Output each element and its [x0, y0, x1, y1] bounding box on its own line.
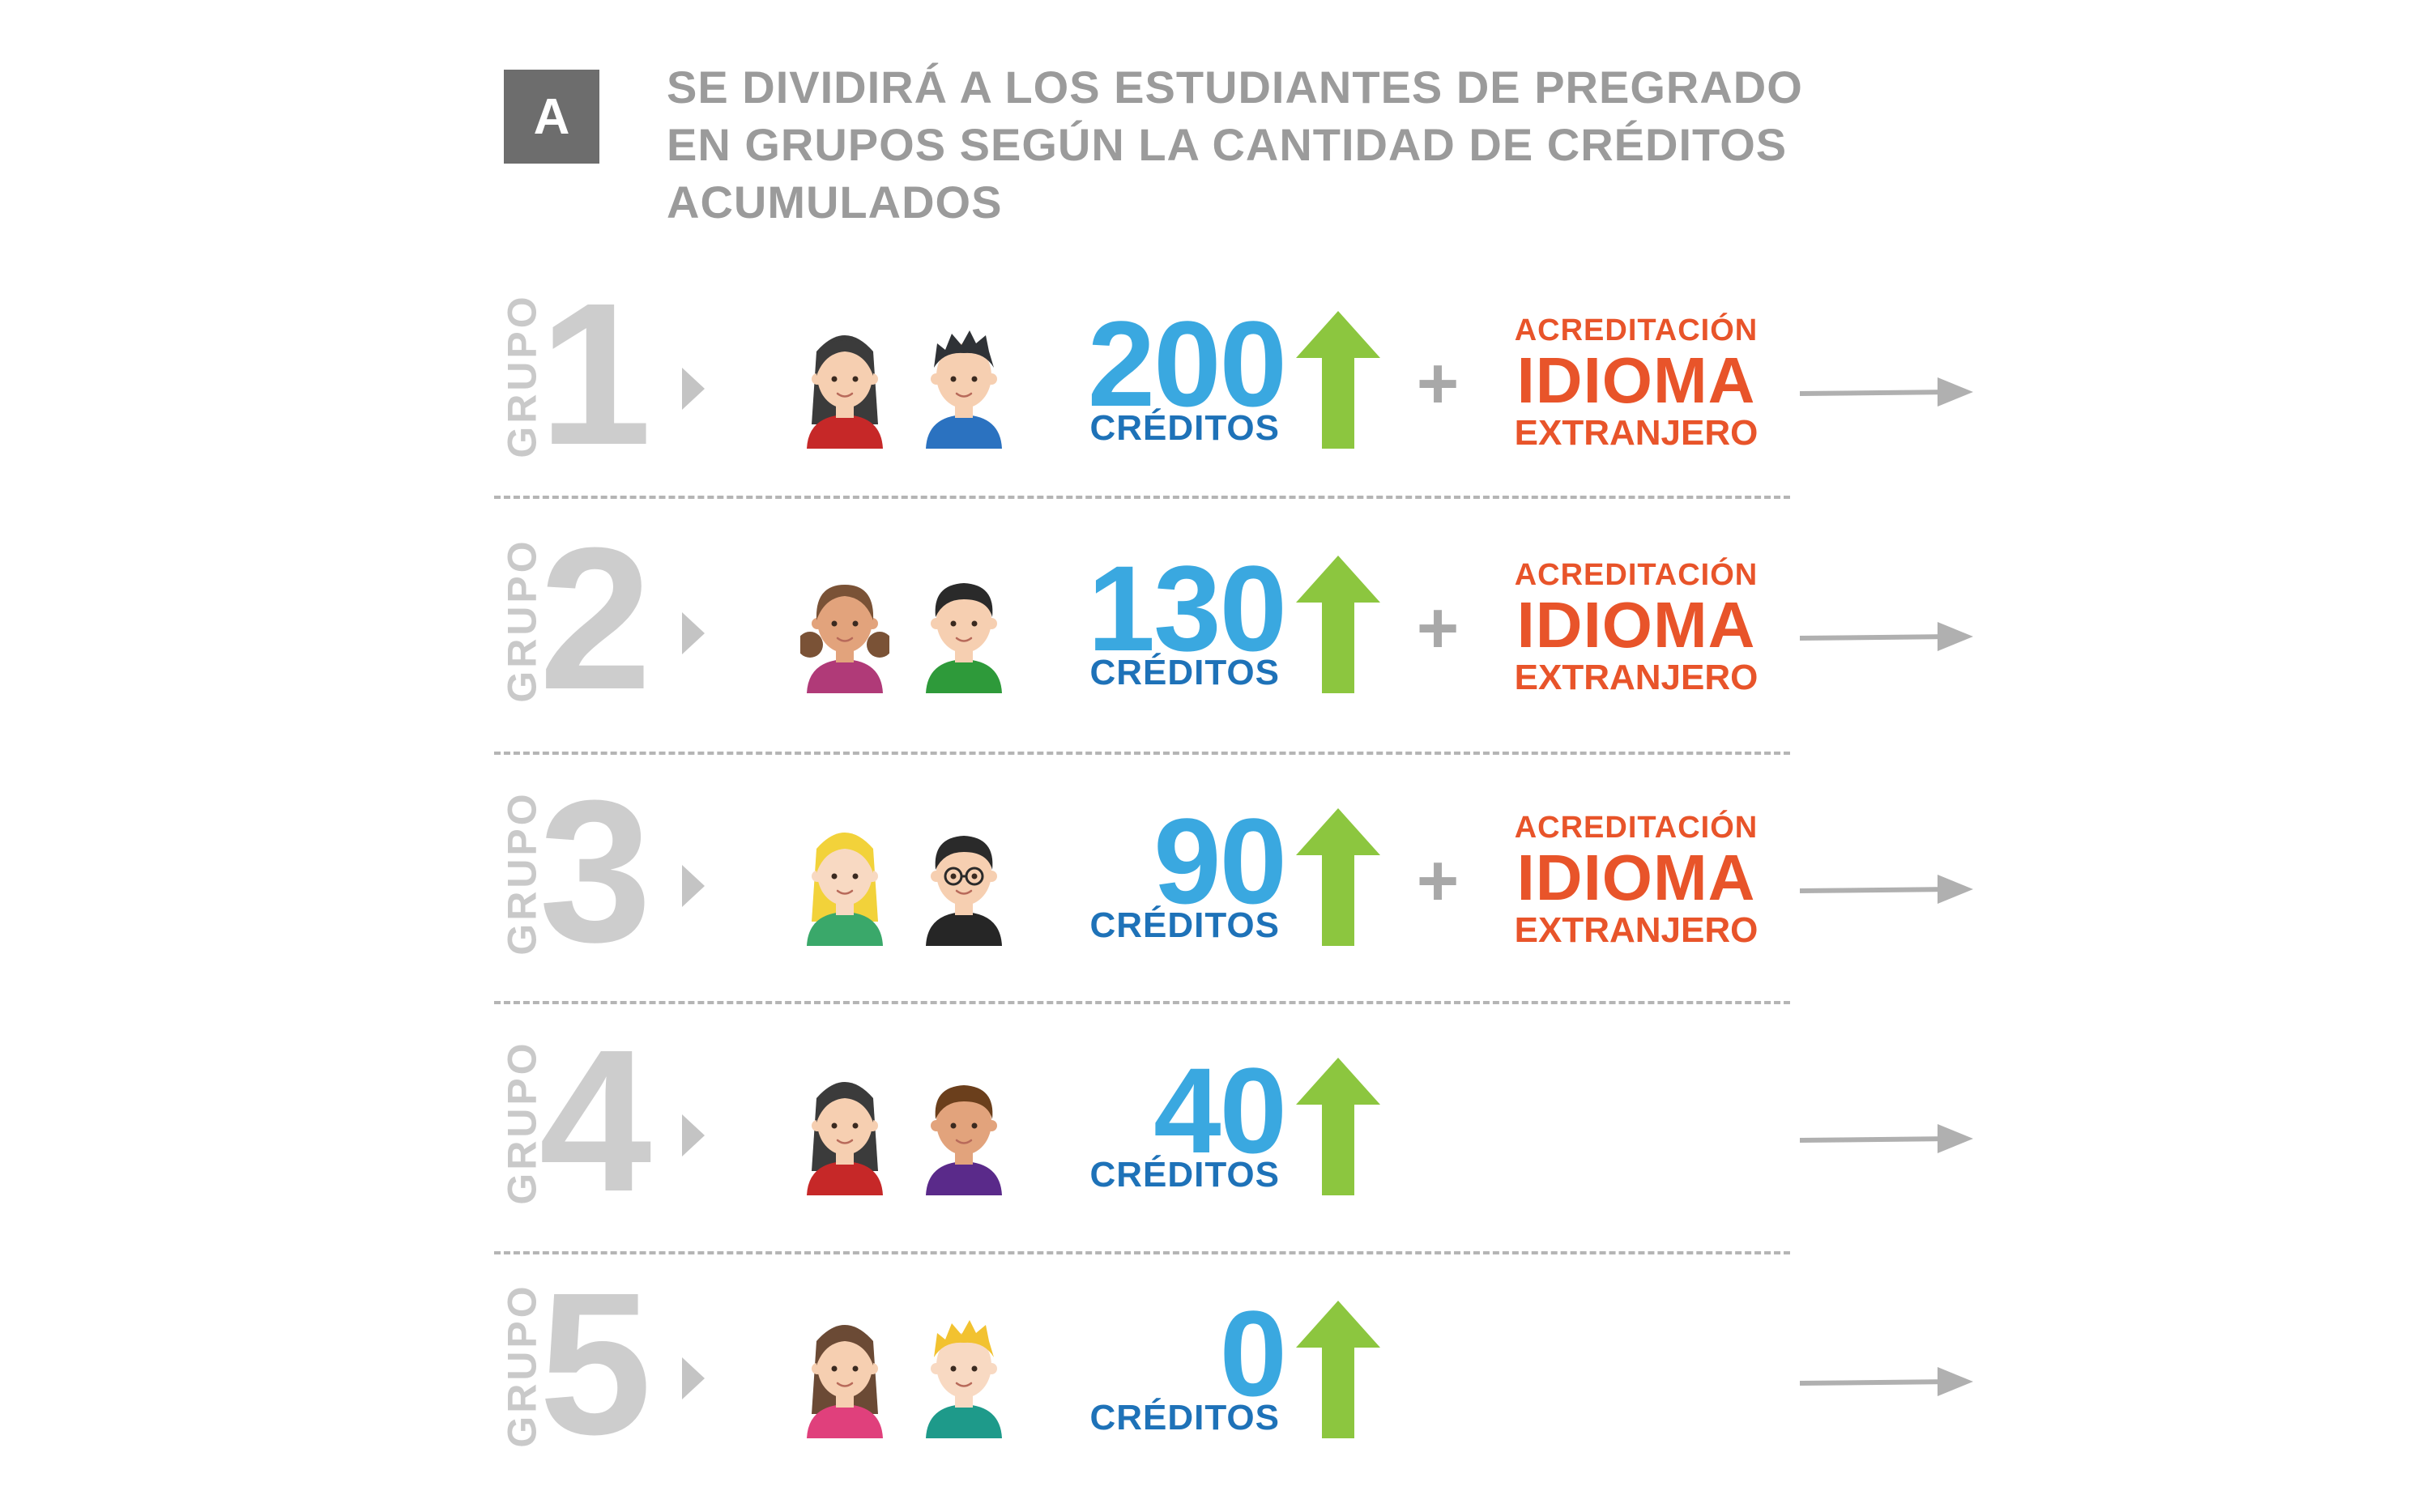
grupo-number: 2: [539, 505, 652, 731]
boy-black-hair-avatar: [919, 564, 1008, 693]
chevron-right-icon: [679, 609, 708, 658]
chevron-right-icon: [679, 364, 708, 413]
headline-line: SE DIVIDIRÁ A LOS ESTUDIANTES DE PREGRAD…: [667, 62, 1803, 113]
language-accreditation: ACREDITACIÓN IDIOMA EXTRANJERO: [1503, 810, 1770, 951]
boy-blonde-avatar: [919, 1309, 1008, 1438]
credits-label: CRÉDITOS: [1089, 905, 1280, 945]
section-badge: A: [504, 70, 599, 164]
plus-sign: +: [1416, 588, 1460, 669]
headline: SE DIVIDIRÁ A LOS ESTUDIANTES DE PREGRAD…: [667, 58, 1963, 231]
chevron-right-icon: [679, 1354, 708, 1403]
arrow-up-icon: [1296, 808, 1380, 946]
boy-spiky-hair-avatar: [919, 319, 1008, 449]
boy-glasses-avatar: [919, 816, 1008, 946]
row-divider: [494, 1001, 1790, 1004]
grupo-number: 4: [539, 1007, 652, 1233]
girl-dark-hair-avatar: [800, 1066, 889, 1195]
acreditacion-text: ACREDITACIÓN: [1514, 558, 1759, 592]
credits-label: CRÉDITOS: [1089, 408, 1280, 448]
plus-sign: +: [1416, 841, 1460, 922]
acreditacion-text: ACREDITACIÓN: [1514, 313, 1759, 347]
boy-brown-hair-avatar: [919, 1066, 1008, 1195]
credits-number: 130: [1087, 540, 1287, 676]
credits-number: 90: [1153, 793, 1287, 929]
extranjero-text: EXTRANJERO: [1514, 658, 1759, 697]
girl-dark-hair-avatar: [800, 319, 889, 449]
chevron-right-icon: [679, 1111, 708, 1160]
girl-pigtails-avatar: [797, 564, 893, 693]
credits-number: 0: [1219, 1285, 1287, 1421]
arrow-up-icon: [1296, 1301, 1380, 1438]
row-divider: [494, 752, 1790, 755]
language-accreditation: ACREDITACIÓN IDIOMA EXTRANJERO: [1503, 557, 1770, 698]
extranjero-text: EXTRANJERO: [1514, 910, 1759, 950]
credits-label: CRÉDITOS: [1089, 1155, 1280, 1195]
grupo-number: 3: [539, 758, 652, 984]
credits-number: 200: [1087, 296, 1287, 432]
idioma-text: IDIOMA: [1516, 841, 1756, 914]
extranjero-text: EXTRANJERO: [1514, 413, 1759, 453]
language-accreditation: ACREDITACIÓN IDIOMA EXTRANJERO: [1503, 313, 1770, 454]
plus-sign: +: [1416, 343, 1460, 424]
arrow-right-icon: [1799, 374, 1975, 410]
arrow-right-icon: [1799, 871, 1975, 907]
row-divider: [494, 1251, 1790, 1254]
arrow-up-icon: [1296, 556, 1380, 693]
arrow-right-icon: [1799, 1364, 1975, 1399]
credits-label: CRÉDITOS: [1089, 653, 1280, 692]
credits-number: 40: [1153, 1042, 1287, 1178]
girl-brown-hair-avatar: [800, 1309, 889, 1438]
arrow-up-icon: [1296, 1058, 1380, 1195]
chevron-right-icon: [679, 862, 708, 910]
acreditacion-text: ACREDITACIÓN: [1514, 811, 1759, 845]
credits-label: CRÉDITOS: [1089, 1398, 1280, 1437]
grupo-number: 5: [539, 1250, 652, 1476]
girl-blonde-avatar: [800, 816, 889, 946]
headline-line: ACUMULADOS: [667, 177, 1003, 228]
arrow-right-icon: [1799, 1121, 1975, 1156]
grupo-number: 1: [539, 261, 652, 487]
arrow-right-icon: [1799, 619, 1975, 654]
row-divider: [494, 496, 1790, 499]
idioma-text: IDIOMA: [1516, 589, 1756, 661]
headline-line: EN GRUPOS SEGÚN LA CANTIDAD DE CRÉDITOS: [667, 119, 1788, 170]
arrow-up-icon: [1296, 311, 1380, 449]
idioma-text: IDIOMA: [1516, 344, 1756, 416]
